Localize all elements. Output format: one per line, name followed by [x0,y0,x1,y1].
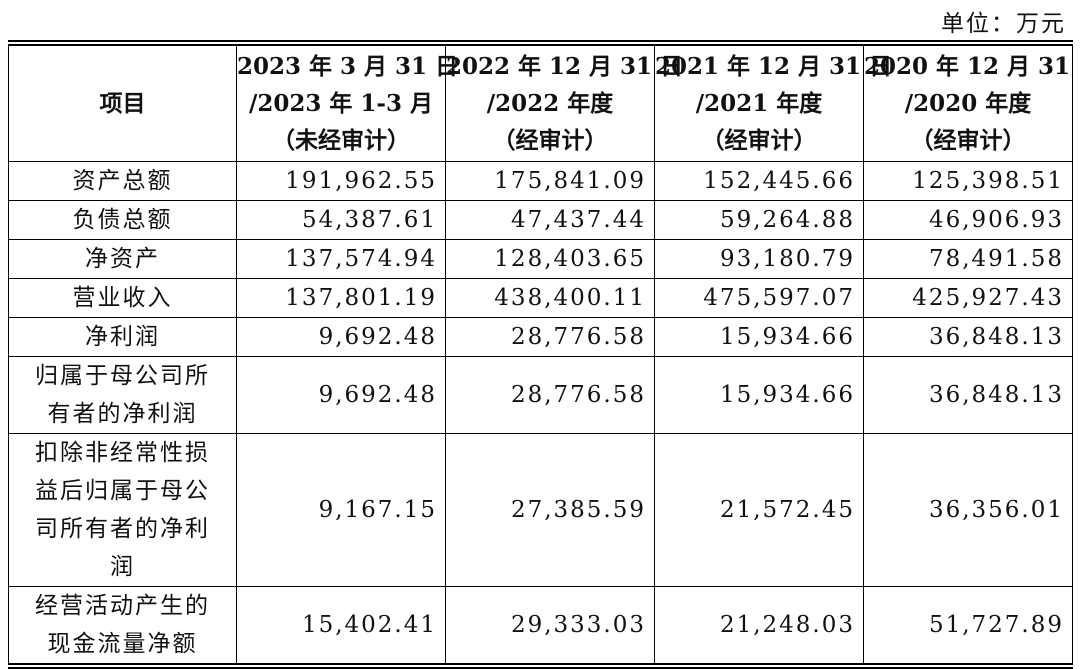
cell-value: 137,574.94 [236,239,446,279]
cell-value: 438,400.11 [445,278,655,318]
header-line: （未经审计） [272,127,410,154]
cell-value: 78,491.58 [863,239,1073,279]
header-line: 2020 年 12 月 31 日 [864,53,1080,80]
cell-value: 475,597.07 [654,278,864,318]
cell-value: 36,848.13 [863,317,1073,357]
row-label: 营业收入 [8,278,237,318]
cell-value: 15,934.66 [654,356,864,434]
cell-value: 9,167.15 [236,433,446,587]
column-header: 2020 年 12 月 31 日/2020 年度 （经审计） [863,40,1080,162]
cell-value: 46,906.93 [863,200,1073,240]
table-row: 资产总额 191,962.55 175,841.09 152,445.66 125,39… [8,161,1073,201]
table-row: 归属于母公司所有者的净利润 9,692.48 28,776.58 15,934.66 3… [8,356,1073,434]
header-line: /2021 年度 [695,90,823,117]
header-line: 2023 年 3 月 31 日 [237,53,459,80]
cell-value: 36,356.01 [863,433,1073,587]
table-row: 营业收入 137,801.19 438,400.11 475,597.07 425,92… [8,278,1073,318]
cell-value: 152,445.66 [654,161,864,201]
table-row: 扣除非经常性损益后归属于母公司所有者的净利润 9,167.15 27,385.59 2… [8,433,1073,587]
column-header: 2023 年 3 月 31 日/2023 年 1-3 月 （未经审计） [236,40,459,162]
row-label: 净利润 [8,317,237,357]
column-header: 2022 年 12 月 31 日/2022 年度 （经审计） [445,40,684,162]
cell-value: 36,848.13 [863,356,1073,434]
header-line: /2022 年度 [486,90,614,117]
table-row: 经营活动产生的现金流量净额 15,402.41 29,333.03 21,248.03… [8,586,1073,669]
cell-value: 425,927.43 [863,278,1073,318]
cell-value: 28,776.58 [445,317,655,357]
cell-value: 21,572.45 [654,433,864,587]
header-line: /2020 年度 [904,90,1032,117]
cell-value: 128,403.65 [445,239,655,279]
cell-value: 21,248.03 [654,586,864,669]
cell-value: 137,801.19 [236,278,446,318]
table-row: 净资产 137,574.94 128,403.65 93,180.79 78,491.5… [8,239,1073,279]
cell-value: 27,385.59 [445,433,655,587]
row-label: 扣除非经常性损益后归属于母公司所有者的净利润 [8,433,237,587]
header-line: 2021 年 12 月 31 日 [655,53,893,80]
cell-value: 125,398.51 [863,161,1073,201]
cell-value: 51,727.89 [863,586,1073,669]
cell-value: 175,841.09 [445,161,655,201]
unit-label: 单位：万元 [941,11,1066,37]
header-line: （经审计） [701,127,817,154]
row-label: 净资产 [8,239,237,279]
cell-value: 54,387.61 [236,200,446,240]
financial-table: 项目 2023 年 3 月 31 日/2023 年 1-3 月 （未经审计） 2022… [8,40,1080,669]
cell-value: 9,692.48 [236,317,446,357]
cell-value: 191,962.55 [236,161,446,201]
column-header: 2021 年 12 月 31 日/2021 年度 （经审计） [654,40,893,162]
row-label: 资产总额 [8,161,237,201]
cell-value: 47,437.44 [445,200,655,240]
cell-value: 29,333.03 [445,586,655,669]
cell-value: 15,402.41 [236,586,446,669]
table-row: 负债总额 54,387.61 47,437.44 59,264.88 46,906.93 [8,200,1073,240]
row-label: 负债总额 [8,200,237,240]
row-label: 归属于母公司所有者的净利润 [8,356,237,434]
cell-value: 93,180.79 [654,239,864,279]
cell-value: 9,692.48 [236,356,446,434]
row-label: 经营活动产生的现金流量净额 [8,586,237,669]
table-row: 净利润 9,692.48 28,776.58 15,934.66 36,848.13 [8,317,1073,357]
header-line: /2023 年 1-3 月 [249,90,433,117]
header-line: 2022 年 12 月 31 日 [446,53,684,80]
header-line: （经审计） [492,127,608,154]
column-header: 项目 [8,40,237,162]
header-line: （经审计） [910,127,1026,154]
cell-value: 59,264.88 [654,200,864,240]
cell-value: 15,934.66 [654,317,864,357]
cell-value: 28,776.58 [445,356,655,434]
